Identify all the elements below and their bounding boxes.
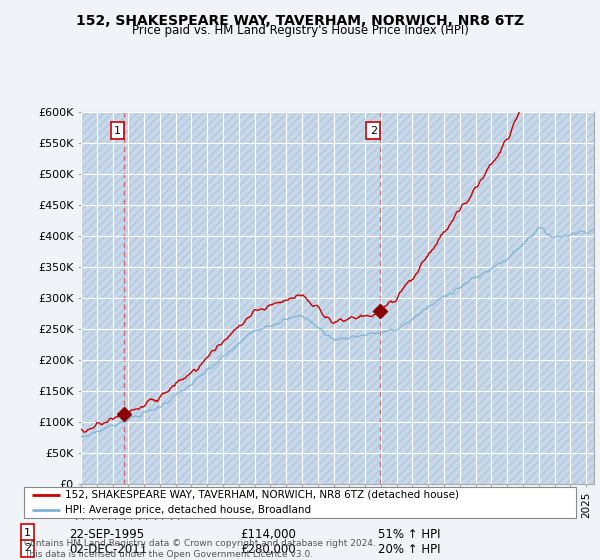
- Text: 22-SEP-1995: 22-SEP-1995: [69, 528, 144, 540]
- Text: 51% ↑ HPI: 51% ↑ HPI: [378, 528, 440, 540]
- Text: 2: 2: [24, 543, 31, 553]
- Text: 2: 2: [370, 125, 377, 136]
- Text: £114,000: £114,000: [240, 528, 296, 540]
- Text: 1: 1: [114, 125, 121, 136]
- Text: Contains HM Land Registry data © Crown copyright and database right 2024.
This d: Contains HM Land Registry data © Crown c…: [24, 539, 376, 559]
- Text: 02-DEC-2011: 02-DEC-2011: [69, 543, 147, 556]
- Text: 20% ↑ HPI: 20% ↑ HPI: [378, 543, 440, 556]
- Text: £280,000: £280,000: [240, 543, 296, 556]
- FancyBboxPatch shape: [24, 487, 576, 518]
- Text: 152, SHAKESPEARE WAY, TAVERHAM, NORWICH, NR8 6TZ: 152, SHAKESPEARE WAY, TAVERHAM, NORWICH,…: [76, 14, 524, 28]
- Text: 1: 1: [24, 528, 31, 538]
- Text: 152, SHAKESPEARE WAY, TAVERHAM, NORWICH, NR8 6TZ (detached house): 152, SHAKESPEARE WAY, TAVERHAM, NORWICH,…: [65, 490, 460, 500]
- Text: Price paid vs. HM Land Registry's House Price Index (HPI): Price paid vs. HM Land Registry's House …: [131, 24, 469, 37]
- Text: HPI: Average price, detached house, Broadland: HPI: Average price, detached house, Broa…: [65, 505, 311, 515]
